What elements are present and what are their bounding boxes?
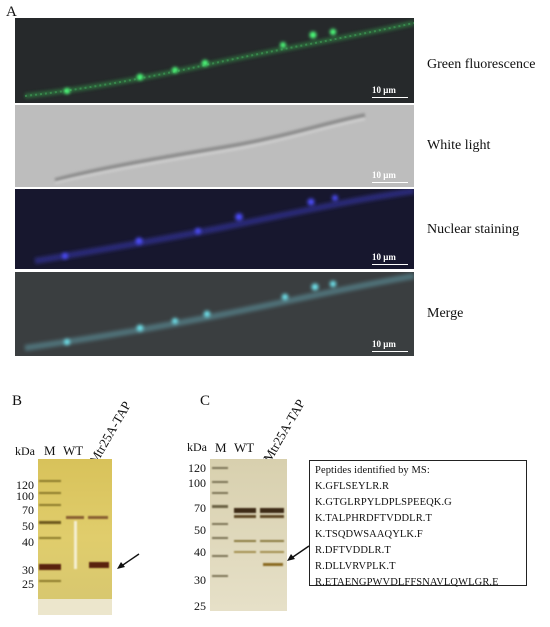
scale-bar [372, 182, 408, 183]
scale-label: 10 μm [372, 85, 396, 95]
panel-c-lane-m: M [215, 440, 227, 455]
peptide-5: R.DFTVDDLR.T [315, 545, 391, 556]
scale-bar [372, 264, 408, 265]
green-fluorescence-image: 10 μm [15, 18, 414, 103]
scale-bar [372, 97, 408, 98]
panel-b-lane-m: M [44, 443, 56, 458]
panel-b-kda-label: kDa [15, 444, 35, 458]
panel-c-lane-tap: Mtr25A-TAP [260, 396, 308, 465]
panel-c-lane-wt: WT [234, 440, 255, 455]
panel-b-arrow-icon [117, 553, 140, 569]
scale-label: 10 μm [372, 339, 396, 349]
panel-c-marker-120: 120 [188, 461, 206, 475]
peptide-4: K.TSQDWSAAQYLK.F [315, 529, 423, 540]
white-light-image: 10 μm [15, 105, 414, 187]
panel-c-marker-50: 50 [194, 523, 206, 537]
panel-c-marker-30: 30 [194, 573, 206, 587]
peptide-6: R.DLLVRVPLK.T [315, 561, 396, 572]
panel-a-letter: A [6, 4, 17, 20]
merge-image: 10 μm [15, 272, 414, 356]
panel-c-marker-70: 70 [194, 501, 206, 515]
panel-b-lane-tap: Mtr25A-TAP [86, 398, 134, 467]
scale-label: 10 μm [372, 170, 396, 180]
peptide-3: K.TALPHRDFTVDDLR.T [315, 513, 433, 524]
panel-b-gel [38, 459, 112, 615]
peptide-1: K.GFLSEYLR.R [315, 481, 390, 492]
panel-b-marker-25: 25 [22, 577, 34, 591]
peptides-title: Peptides identified by MS: [315, 465, 430, 476]
panel-b-marker-70: 70 [22, 503, 34, 517]
panel-c-gel [210, 459, 287, 611]
panel-b-marker-30: 30 [22, 563, 34, 577]
panel-b-lane-wt: WT [63, 443, 84, 458]
panel-c-kda-label: kDa [187, 440, 207, 454]
panel-b-marker-100: 100 [16, 489, 34, 503]
panel-c-marker-25: 25 [194, 599, 206, 613]
nuclear-staining-image: 10 μm [15, 189, 414, 269]
merge-label: Merge [427, 306, 464, 321]
nuclear-staining-label: Nuclear staining [427, 222, 520, 237]
peptide-2: K.GTGLRPYLDPLSPEEQK.G [315, 497, 452, 508]
panel-b-marker-40: 40 [22, 535, 34, 549]
peptides-box: Peptides identified by MS: K.GFLSEYLR.R … [309, 460, 527, 588]
white-light-label: White light [427, 138, 491, 153]
panel-c-arrow-icon [287, 545, 310, 561]
panel-b-marker-120: 120 [16, 478, 34, 492]
panel-c-marker-40: 40 [194, 545, 206, 559]
panel-c-letter: C [200, 393, 211, 409]
panel-c-marker-100: 100 [188, 476, 206, 490]
panel-b-letter: B [12, 393, 23, 409]
panel-b-marker-50: 50 [22, 519, 34, 533]
peptide-7: R.ETAENGPWVDLFFSNAVLQWLGR.E [315, 577, 499, 588]
scale-bar [372, 351, 408, 352]
green-fluorescence-label: Green fluorescence [427, 57, 536, 72]
scale-label: 10 μm [372, 252, 396, 262]
